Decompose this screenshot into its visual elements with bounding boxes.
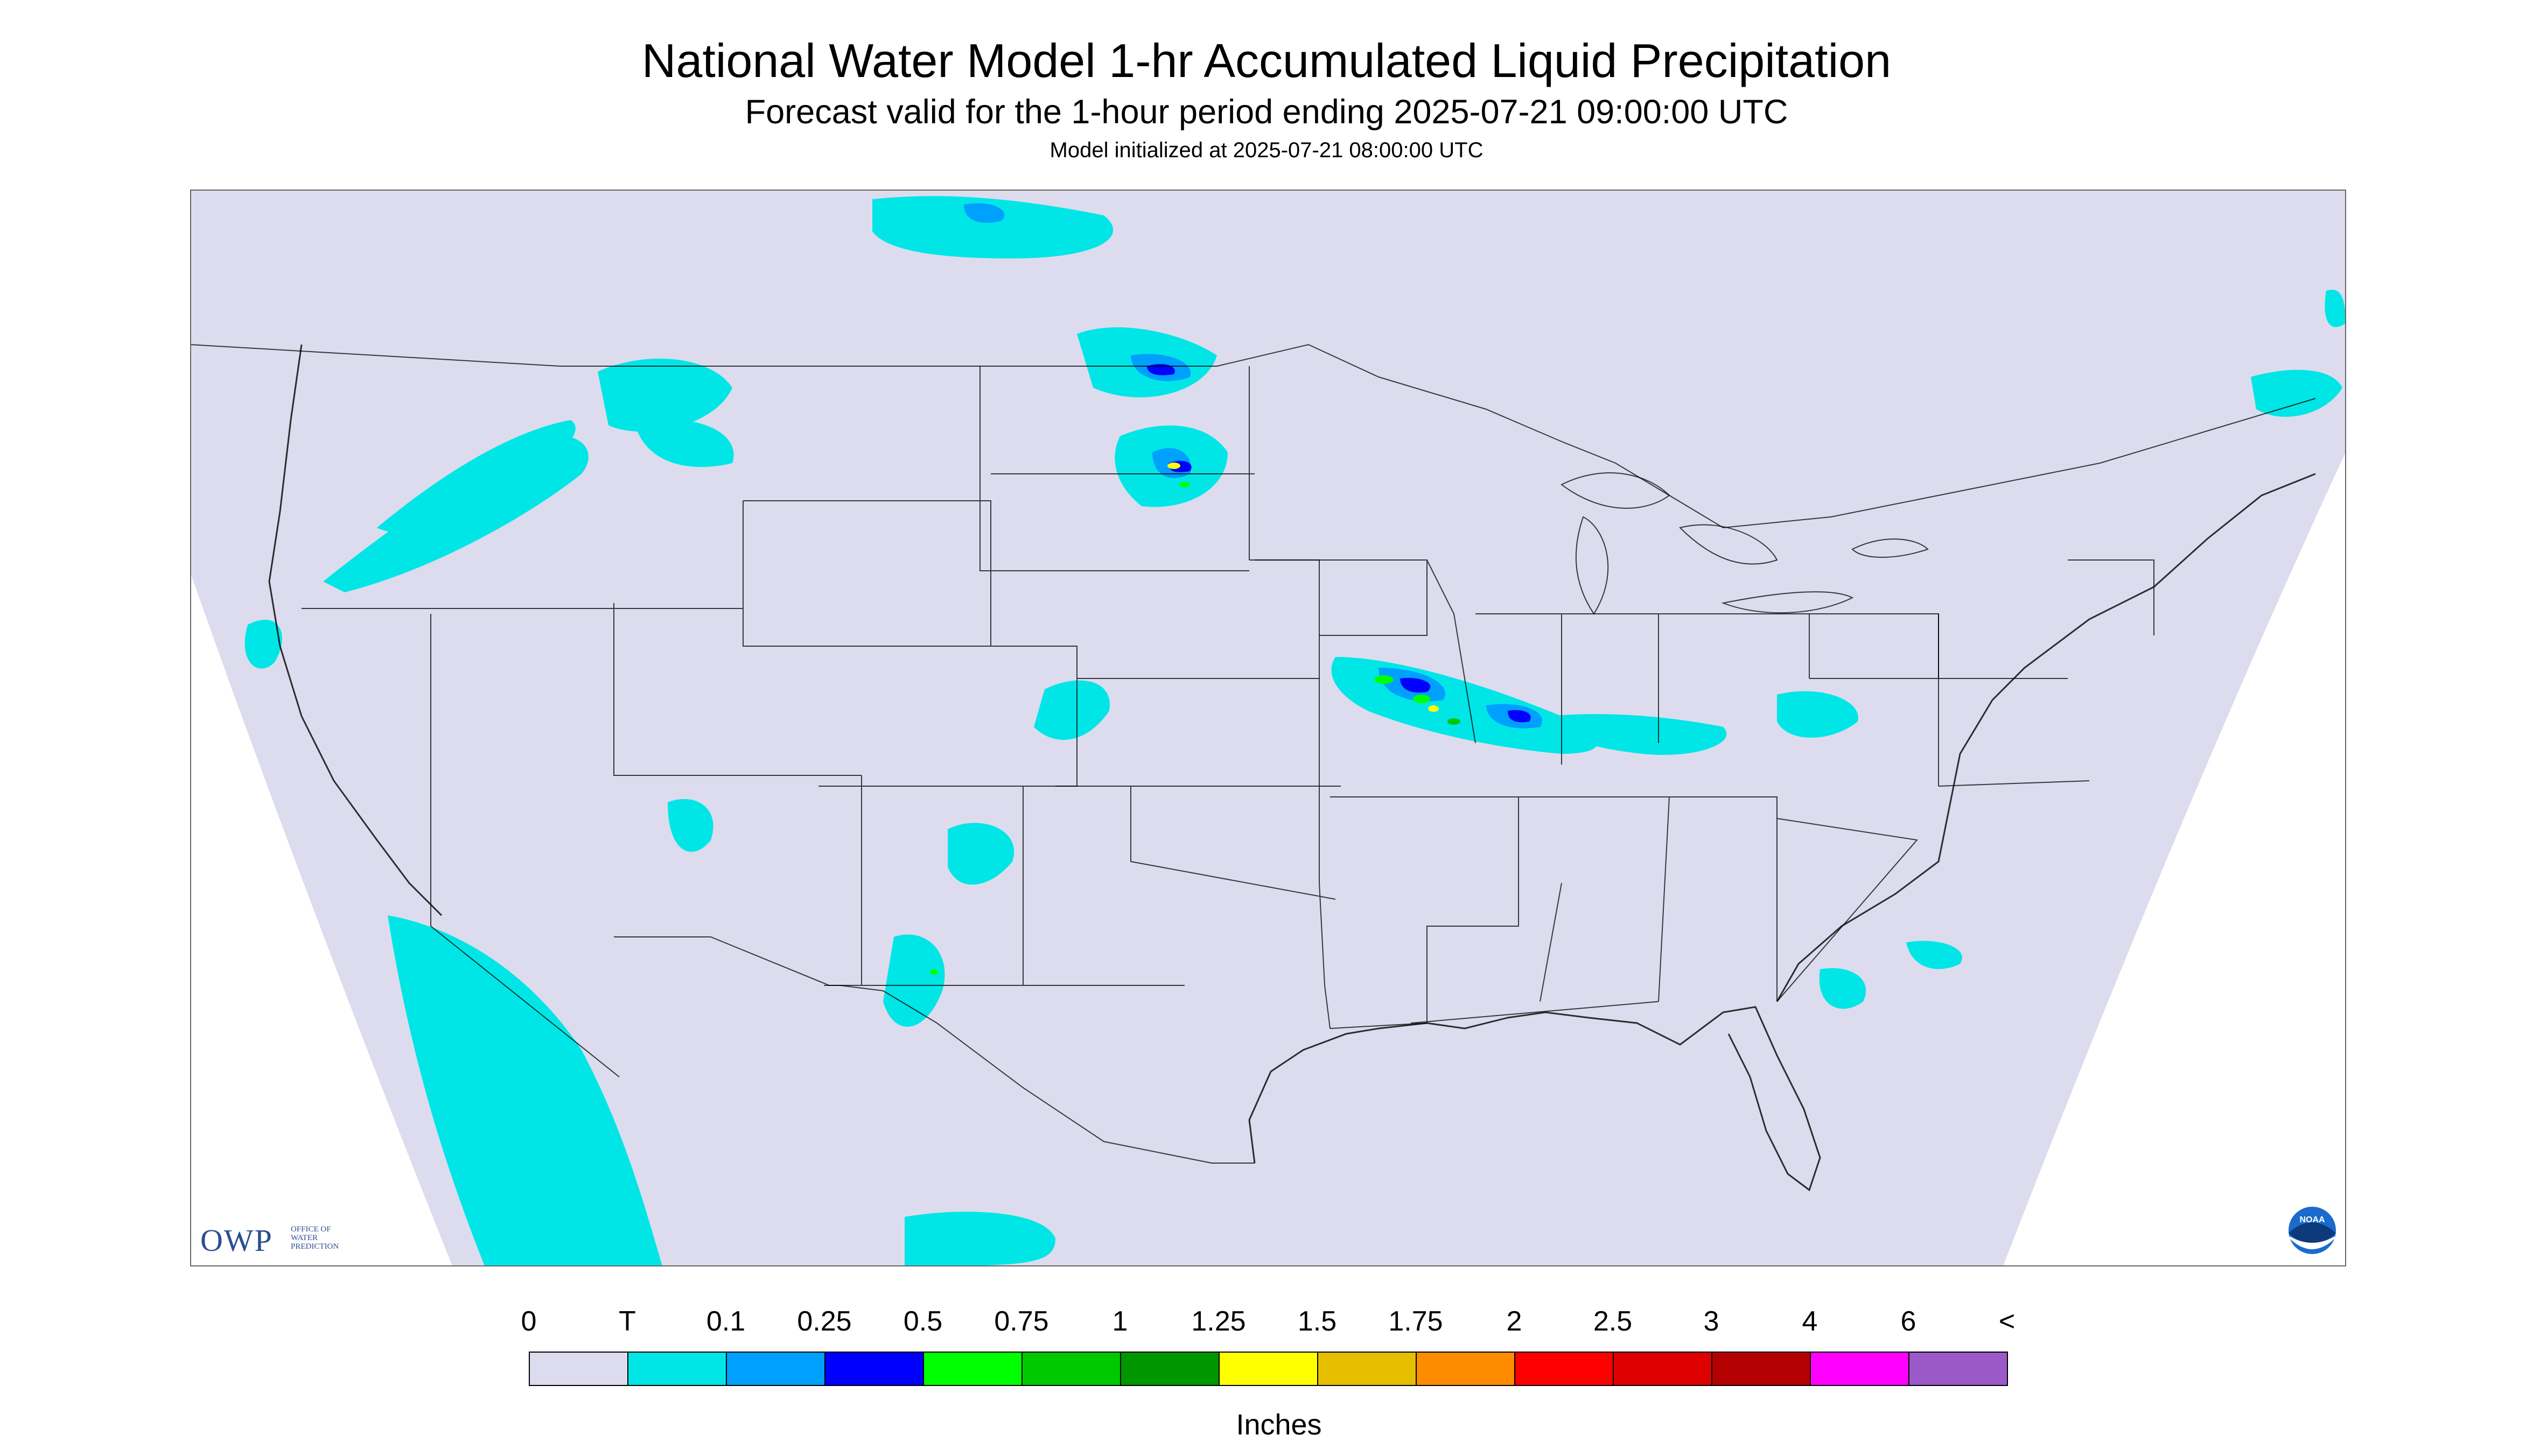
legend-tick-label: 1 [1112,1306,1128,1337]
legend-tick-label: 0.1 [706,1306,746,1337]
legend-swatch [1711,1352,1811,1386]
legend-swatch [1317,1352,1417,1386]
precip-trace-areas [244,196,2346,1266]
legend-tick-label: 0.25 [797,1306,852,1337]
legend-tick-label: 2.5 [1593,1306,1633,1337]
owp-line-3: PREDICTION [291,1242,339,1251]
precip-heavy-cores [930,463,1460,975]
legend-swatch [529,1352,628,1386]
legend-tick-label: 1.75 [1388,1306,1443,1337]
legend-tick-label: 6 [1900,1306,1916,1337]
legend-tick-label: 0.5 [903,1306,943,1337]
legend-swatch [824,1352,924,1386]
legend-swatch [1613,1352,1712,1386]
legend-swatch [1908,1352,2008,1386]
map-title: National Water Model 1-hr Accumulated Li… [641,34,1892,87]
legend-tick-label: T [619,1306,636,1337]
legend-swatch [726,1352,825,1386]
map-subtitle: Forecast valid for the 1-hour period end… [745,93,1788,131]
legend-tick-label: 4 [1802,1306,1818,1337]
legend-tick-label: 3 [1703,1306,1719,1337]
legend-tick-label: 0.75 [994,1306,1049,1337]
map-frame [190,190,2346,1266]
legend-tick-label: 2 [1506,1306,1522,1337]
legend-swatch [1120,1352,1220,1386]
legend-tick-label: < [1998,1306,2016,1337]
legend-swatch [1416,1352,1515,1386]
legend-swatch [1021,1352,1121,1386]
owp-line-2: WATER [291,1234,318,1242]
state-boundaries [191,344,2316,1164]
legend-tick-label: 1.5 [1297,1306,1337,1337]
legend-tick-label: 0 [521,1306,537,1337]
legend-swatch [1219,1352,1318,1386]
legend-swatch [1810,1352,1909,1386]
svg-text:NOAA: NOAA [2299,1215,2325,1224]
legend-swatch [627,1352,727,1386]
model-init-line: Model initialized at 2025-07-21 08:00:00… [1049,138,1484,162]
legend-title: Inches [1236,1409,1322,1441]
coastlines [268,344,2316,1192]
owp-line-1: OFFICE OF [291,1225,331,1234]
legend-swatch [923,1352,1023,1386]
owp-logo: OWP [200,1223,273,1258]
legend-tick-label: 1.25 [1191,1306,1246,1337]
legend-swatch [1514,1352,1614,1386]
owp-logo-subtext: OFFICE OF WATER PREDICTION [291,1225,339,1251]
noaa-logo: NOAA [2286,1205,2338,1256]
